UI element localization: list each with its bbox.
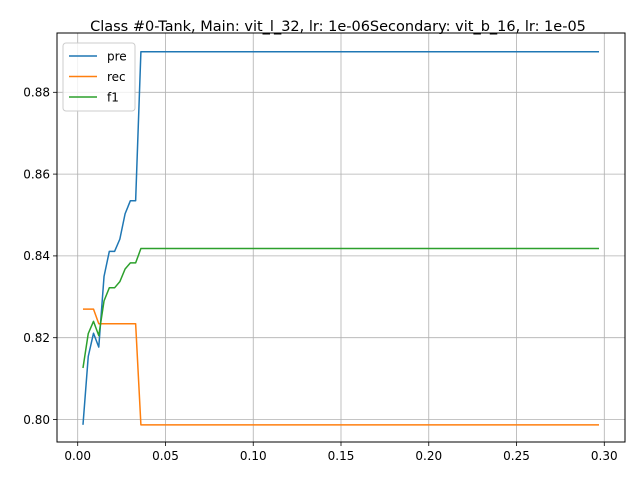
legend: pre rec f1 — [62, 42, 136, 112]
series-line-rec — [82, 308, 600, 426]
legend-label-pre: pre — [107, 49, 127, 63]
x-tick-label: 0.30 — [591, 449, 618, 463]
y-tick-label: 0.86 — [23, 167, 50, 181]
series-lines — [82, 51, 600, 426]
legend-label-f1: f1 — [107, 90, 119, 104]
y-tick-label: 0.84 — [23, 249, 50, 263]
series-line-pre — [82, 51, 600, 425]
x-tick-label: 0.10 — [240, 449, 267, 463]
grid-lines — [57, 33, 625, 442]
y-tick-label: 0.88 — [23, 86, 50, 100]
x-tick-label: 0.25 — [503, 449, 530, 463]
chart-title: Class #0-Tank, Main: vit_l_32, lr: 1e-06… — [90, 19, 586, 35]
x-tick-label: 0.05 — [152, 449, 179, 463]
y-tick-label: 0.80 — [23, 413, 50, 427]
series-line-f1 — [82, 247, 600, 369]
axis-ticks: 0.00 0.05 0.10 0.15 0.20 0.25 0.30 0.80 0.82 0.84… — [23, 86, 617, 463]
legend-box — [62, 42, 136, 112]
legend-label-rec: rec — [107, 70, 126, 84]
x-tick-label: 0.15 — [328, 449, 355, 463]
x-tick-label: 0.20 — [415, 449, 442, 463]
y-tick-label: 0.82 — [23, 331, 50, 345]
x-tick-label: 0.00 — [64, 449, 91, 463]
